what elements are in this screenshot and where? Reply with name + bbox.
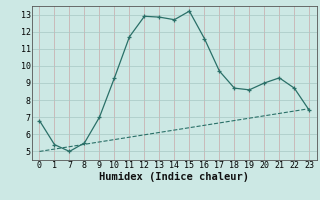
X-axis label: Humidex (Indice chaleur): Humidex (Indice chaleur) [100, 172, 249, 182]
